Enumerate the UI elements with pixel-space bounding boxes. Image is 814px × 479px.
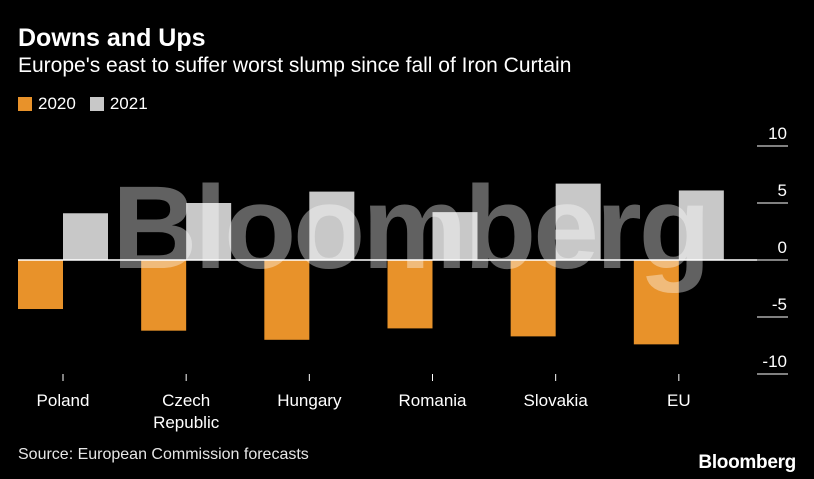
chart-legend: 2020 2021 [18,94,162,114]
legend-swatch-2021 [89,97,104,111]
bar-eu-2020 [633,260,679,345]
bar-poland-2020 [18,260,63,310]
bar-poland-2021 [63,213,108,260]
y-label-neg10: -10 [762,352,787,371]
y-label-5: 5 [778,181,787,200]
x-label-czech-republic-line-2: Republic [153,413,220,432]
bloomberg-logo: Bloomberg [698,452,796,473]
bar-romania-2021 [432,212,478,260]
bar-czech-republic-2020 [141,260,187,331]
bar-slovakia-2021 [555,183,601,260]
x-label-poland: Poland [37,391,90,410]
y-axis: 10 5 0 -5 -10 [18,124,788,375]
x-label-eu: EU [667,391,691,410]
x-axis-labels: Poland Czech Republic Hungary Romania Slovaki… [37,374,691,432]
bars-group [18,183,724,345]
bar-hungary-2021 [309,191,355,260]
y-label-neg5: -5 [772,295,787,314]
bar-slovakia-2020 [510,260,556,337]
x-label-slovakia: Slovakia [524,391,589,410]
source-note: Source: European Commission forecasts [18,446,309,463]
chart-title: Downs and Ups [18,24,206,52]
bar-hungary-2020 [264,260,310,340]
legend-item-2020: 2020 [18,94,76,114]
bar-romania-2020 [387,260,433,329]
legend-label-2020: 2020 [38,94,76,113]
x-label-hungary: Hungary [277,391,342,410]
legend-label-2021: 2021 [109,94,148,113]
y-label-0: 0 [778,238,787,257]
bar-eu-2021 [678,190,724,260]
x-label-romania: Romania [398,391,467,410]
y-label-10: 10 [768,124,787,143]
legend-swatch-2020 [18,97,32,111]
x-label-czech-republic-line-1: Czech [162,391,210,410]
bar-czech-republic-2021 [186,203,232,260]
legend-item-2021: 2021 [89,94,148,114]
chart-subtitle: Europe's east to suffer worst slump sinc… [18,54,572,77]
